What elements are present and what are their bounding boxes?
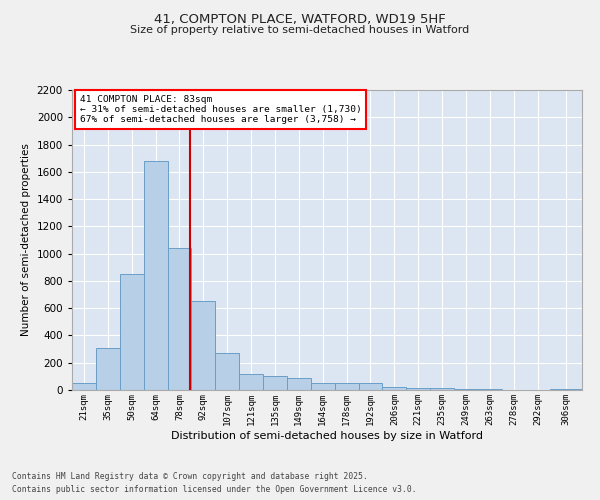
Bar <box>96 348 120 390</box>
Bar <box>311 382 335 390</box>
X-axis label: Distribution of semi-detached houses by size in Watford: Distribution of semi-detached houses by … <box>171 430 483 440</box>
Bar <box>191 302 215 390</box>
Bar <box>120 274 143 390</box>
Bar <box>167 248 191 390</box>
Bar <box>430 388 454 390</box>
Bar <box>215 353 239 390</box>
Bar <box>478 388 502 390</box>
Y-axis label: Number of semi-detached properties: Number of semi-detached properties <box>21 144 31 336</box>
Bar <box>382 386 406 390</box>
Bar <box>359 383 382 390</box>
Bar <box>335 383 359 390</box>
Bar <box>263 376 287 390</box>
Text: Contains public sector information licensed under the Open Government Licence v3: Contains public sector information licen… <box>12 485 416 494</box>
Bar <box>72 383 96 390</box>
Bar <box>287 378 311 390</box>
Bar <box>239 374 263 390</box>
Text: 41, COMPTON PLACE, WATFORD, WD19 5HF: 41, COMPTON PLACE, WATFORD, WD19 5HF <box>154 12 446 26</box>
Text: Size of property relative to semi-detached houses in Watford: Size of property relative to semi-detach… <box>130 25 470 35</box>
Bar <box>406 388 430 390</box>
Text: 41 COMPTON PLACE: 83sqm
← 31% of semi-detached houses are smaller (1,730)
67% of: 41 COMPTON PLACE: 83sqm ← 31% of semi-de… <box>80 94 361 124</box>
Text: Contains HM Land Registry data © Crown copyright and database right 2025.: Contains HM Land Registry data © Crown c… <box>12 472 368 481</box>
Bar <box>143 161 167 390</box>
